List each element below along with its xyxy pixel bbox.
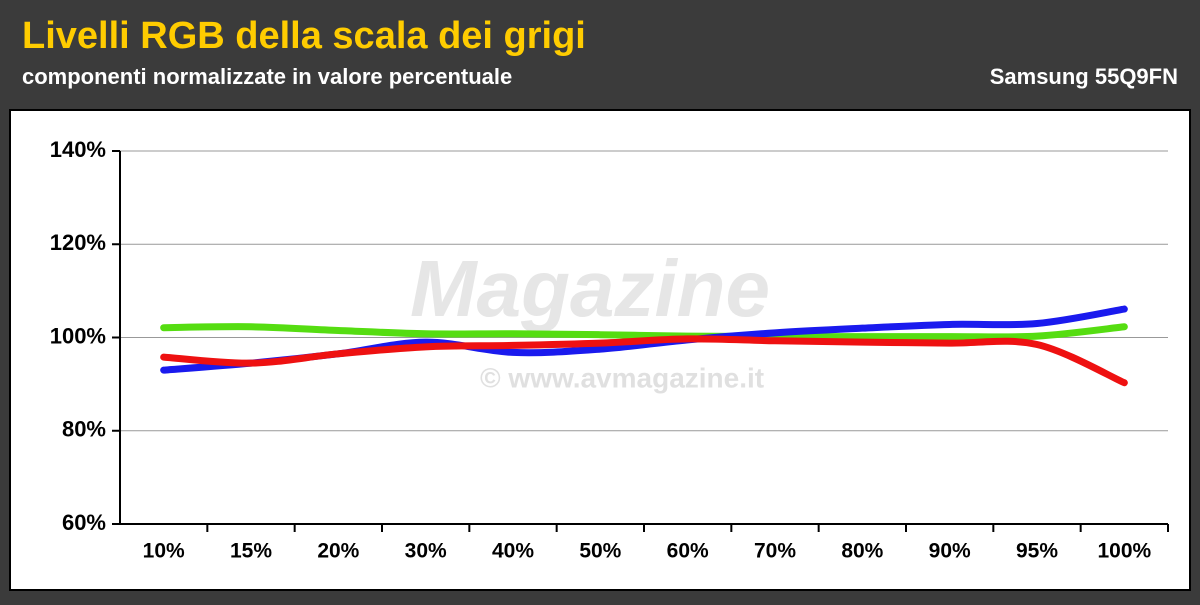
y-tick-label: 140%	[50, 137, 106, 162]
x-tick-label: 100%	[1097, 540, 1151, 563]
x-tick-label: 70%	[754, 540, 796, 563]
y-tick-label: 120%	[50, 230, 106, 255]
device-label: Samsung 55Q9FN	[990, 64, 1178, 89]
x-tick-label: 95%	[1016, 540, 1058, 563]
chart-title: Livelli RGB della scala dei grigi	[22, 15, 586, 57]
x-tick-label: 90%	[929, 540, 971, 563]
watermark: © www.avmagazine.it	[480, 362, 764, 393]
watermark-logo: Magazine	[410, 244, 770, 333]
x-tick-label: 60%	[667, 540, 709, 563]
x-tick-label: 50%	[579, 540, 621, 563]
series-line	[160, 323, 1128, 341]
x-tick-label: 10%	[143, 540, 185, 563]
y-tick-label: 80%	[62, 417, 106, 442]
chart-subtitle: componenti normalizzate in valore percen…	[22, 64, 512, 89]
series-line	[160, 335, 1128, 387]
x-tick-label: 80%	[841, 540, 883, 563]
y-tick-label: 100%	[50, 323, 106, 348]
y-tick-label: 60%	[62, 510, 106, 535]
x-tick-label: 15%	[230, 540, 272, 563]
header	[0, 0, 1200, 104]
x-tick-label: 30%	[405, 540, 447, 563]
x-tick-label: 40%	[492, 540, 534, 563]
x-tick-label: 20%	[317, 540, 359, 563]
